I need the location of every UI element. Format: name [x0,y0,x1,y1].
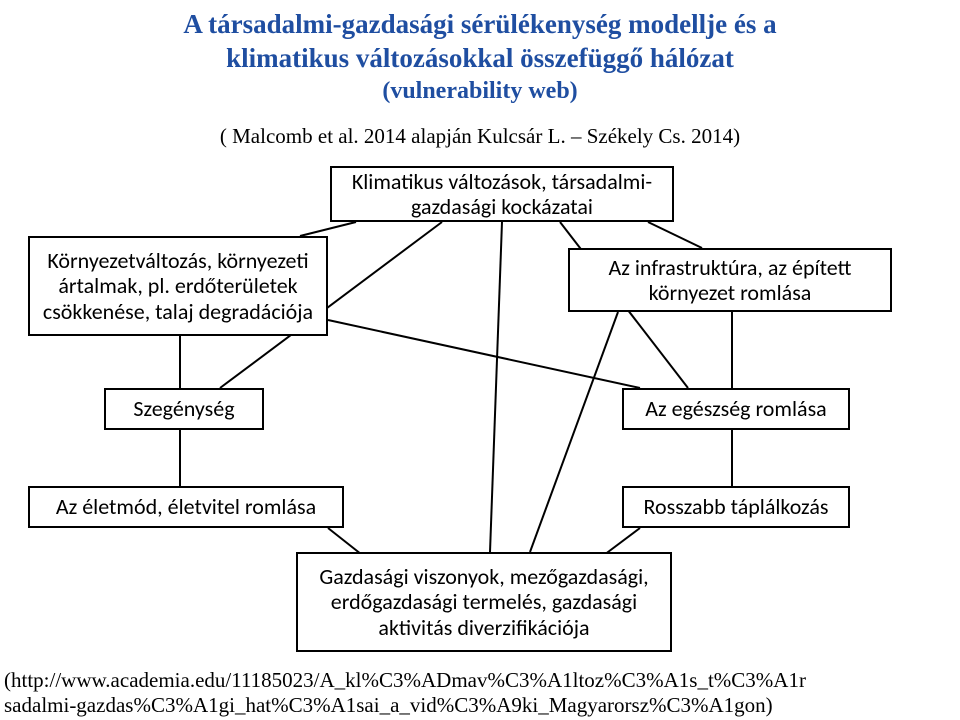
node-gazdasagi: Gazdasági viszonyok, mezőgazdasági, erdő… [296,552,672,652]
node-klimatikus: Klimatikus változások, társadalmi-gazdas… [330,166,674,222]
footer-line-1: (http://www.academia.edu/11185023/A_kl%C… [4,668,960,693]
node-egeszseg: Az egészség romlása [622,388,850,430]
footer-line-2: sadalmi-gazdas%C3%A1gi_hat%C3%A1sai_a_vi… [4,693,960,718]
footer-citation: (http://www.academia.edu/11185023/A_kl%C… [0,668,960,718]
subtitle: ( Malcomb et al. 2014 alapján Kulcsár L.… [0,124,960,149]
node-eletmod: Az életmód, életvitel romlása [28,486,344,528]
page-title: A társadalmi-gazdasági sérülékenység mod… [0,8,960,106]
node-infrastruktura: Az infrastruktúra, az épített környezet … [568,248,892,312]
title-line-2: klimatikus változásokkal összefüggő háló… [0,42,960,76]
node-taplalkozas: Rosszabb táplálkozás [622,486,850,528]
node-szegenyseg: Szegénység [104,388,264,430]
node-kornyezet: Környezetváltozás, környezeti ártalmak, … [28,236,328,336]
title-line-3: (vulnerability web) [0,76,960,106]
title-line-1: A társadalmi-gazdasági sérülékenység mod… [0,8,960,42]
